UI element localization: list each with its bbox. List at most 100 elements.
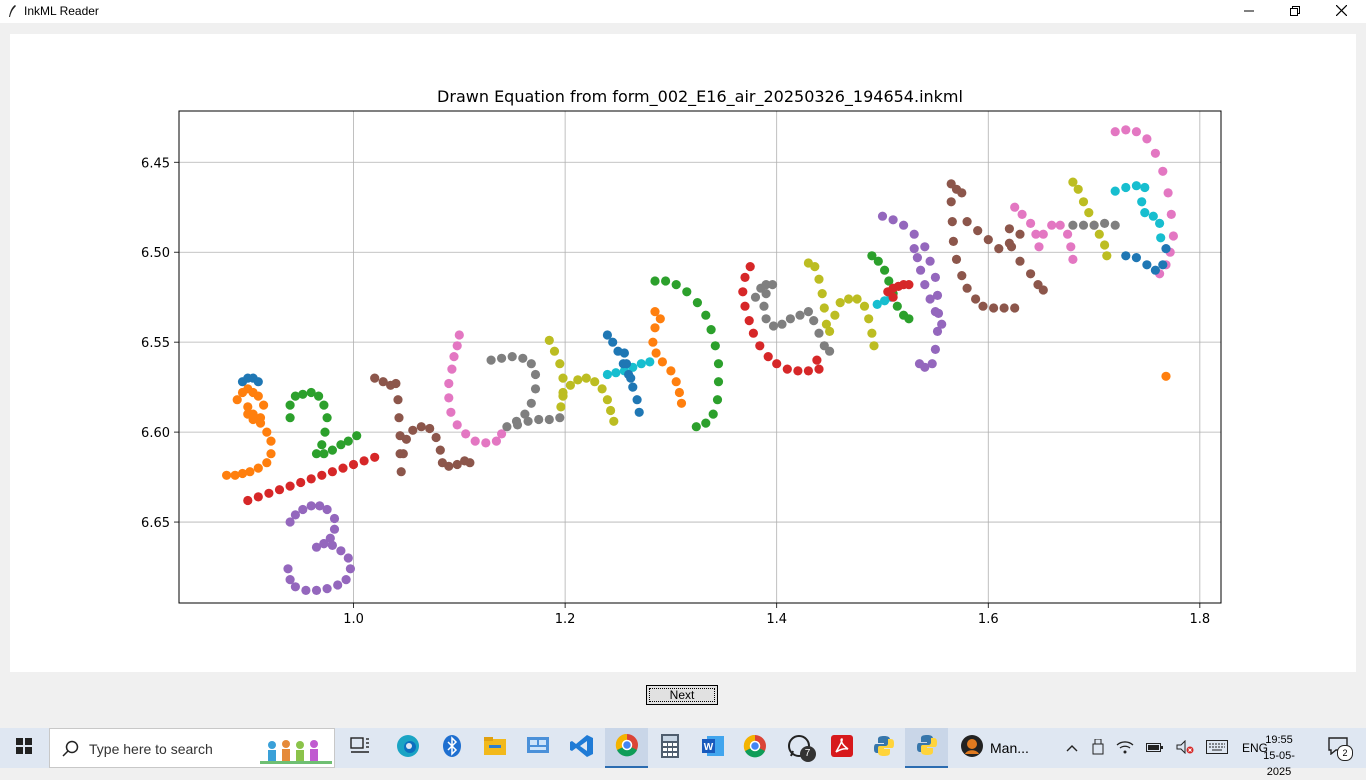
x-tick-label: 1.0: [343, 612, 364, 627]
ink-point: [343, 436, 353, 446]
python-idle-taskbar-button[interactable]: [862, 728, 905, 768]
usb-icon[interactable]: [1092, 738, 1104, 758]
ink-point: [398, 449, 408, 459]
ink-point: [821, 319, 832, 329]
restore-button[interactable]: [1272, 0, 1318, 23]
ink-point: [1156, 233, 1166, 243]
ink-point: [777, 319, 787, 329]
acrobat-icon: [830, 734, 853, 762]
ink-point: [1140, 182, 1150, 193]
ink-point: [329, 513, 340, 524]
edge-taskbar-button[interactable]: [386, 728, 429, 768]
ink-point: [899, 220, 909, 230]
task-view-button[interactable]: [338, 728, 381, 768]
ink-point: [452, 420, 462, 430]
ink-point: [651, 348, 661, 358]
ink-point: [602, 395, 613, 405]
edge-icon: [396, 734, 420, 763]
manager-taskbar-button[interactable]: Man...: [960, 728, 1046, 768]
ink-point: [248, 409, 258, 419]
ink-point: [507, 352, 517, 362]
minimize-button[interactable]: [1226, 0, 1272, 23]
ink-point: [795, 310, 805, 320]
feather-app-icon: [6, 4, 18, 23]
language-indicator[interactable]: ENG: [1242, 741, 1269, 755]
ink-point: [290, 582, 300, 592]
notification-badge: 2: [1337, 744, 1353, 761]
ink-point: [645, 357, 655, 367]
ink-point: [341, 575, 351, 585]
ink-point: [877, 211, 888, 221]
chrome-taskbar-button[interactable]: [733, 728, 776, 768]
word-taskbar-button[interactable]: W: [691, 728, 734, 768]
taskbar-search-box[interactable]: Type here to search: [49, 728, 335, 768]
calculator-taskbar-button[interactable]: [648, 728, 691, 768]
ink-point: [657, 357, 668, 367]
ink-point: [497, 353, 507, 363]
vscode-taskbar-button[interactable]: [560, 728, 603, 768]
ink-point: [1055, 220, 1065, 230]
ink-point: [327, 445, 337, 455]
ink-point: [971, 294, 981, 304]
notification-center-button[interactable]: 2: [1318, 728, 1358, 768]
stroke-series: [867, 251, 914, 324]
chrome-python-taskbar-button[interactable]: [605, 728, 648, 768]
ink-point: [909, 229, 919, 239]
ink-point: [1137, 197, 1147, 207]
ink-point: [1166, 209, 1176, 219]
ink-point: [245, 467, 255, 477]
ink-point: [1150, 148, 1160, 158]
ink-point: [520, 409, 530, 419]
window-titlebar: InkML Reader: [0, 0, 1366, 23]
volume-muted-icon[interactable]: [1176, 739, 1194, 757]
equation-plot: Drawn Equation from form_002_E16_air_202…: [141, 87, 1222, 627]
ink-point: [222, 470, 232, 480]
ink-point: [558, 373, 568, 383]
ink-point: [701, 310, 711, 320]
control-panel-taskbar-button[interactable]: [516, 728, 559, 768]
bluetooth-taskbar-button[interactable]: [430, 728, 473, 768]
ink-point: [565, 380, 576, 390]
whatsapp-icon: 7: [787, 734, 816, 763]
ink-point: [386, 380, 396, 390]
ink-point: [767, 280, 778, 290]
ink-point: [782, 364, 792, 374]
next-button[interactable]: Next: [646, 685, 718, 705]
ink-point: [1084, 208, 1094, 218]
ink-point: [763, 352, 773, 362]
ink-point: [1100, 218, 1110, 228]
ink-point: [526, 359, 536, 369]
folder-icon: [483, 736, 507, 761]
ink-point: [888, 292, 898, 302]
ink-point: [243, 402, 253, 412]
ink-point: [814, 274, 824, 284]
calculator-icon: [660, 733, 679, 763]
show-hidden-icons-chevron-icon[interactable]: [1066, 741, 1078, 755]
ink-point: [243, 495, 253, 506]
python-feather-icon: [915, 733, 939, 762]
ink-point: [319, 400, 329, 410]
stroke-series: [1161, 371, 1171, 381]
keyboard-icon[interactable]: [1206, 739, 1228, 757]
battery-icon[interactable]: [1146, 741, 1164, 756]
ink-point: [1148, 211, 1158, 221]
ink-point: [296, 477, 306, 488]
close-button[interactable]: [1318, 0, 1364, 23]
start-button[interactable]: [0, 728, 48, 768]
ink-point: [555, 359, 565, 369]
ink-point: [648, 337, 658, 347]
ink-point: [259, 400, 269, 410]
python-tk-taskbar-button[interactable]: [905, 728, 948, 768]
wifi-icon[interactable]: [1116, 740, 1134, 757]
ink-point: [927, 359, 937, 369]
ink-point: [255, 418, 266, 428]
ink-point: [793, 366, 803, 376]
ink-point: [322, 504, 332, 515]
file-explorer-taskbar-button[interactable]: [473, 728, 516, 768]
whatsapp-taskbar-button[interactable]: 7: [777, 728, 820, 768]
ink-point: [1034, 242, 1044, 252]
stroke-series: [544, 335, 619, 426]
acrobat-taskbar-button[interactable]: [820, 728, 863, 768]
taskbar-clock[interactable]: 19:55 15-05-2025: [1252, 732, 1306, 780]
ink-point: [772, 359, 782, 369]
